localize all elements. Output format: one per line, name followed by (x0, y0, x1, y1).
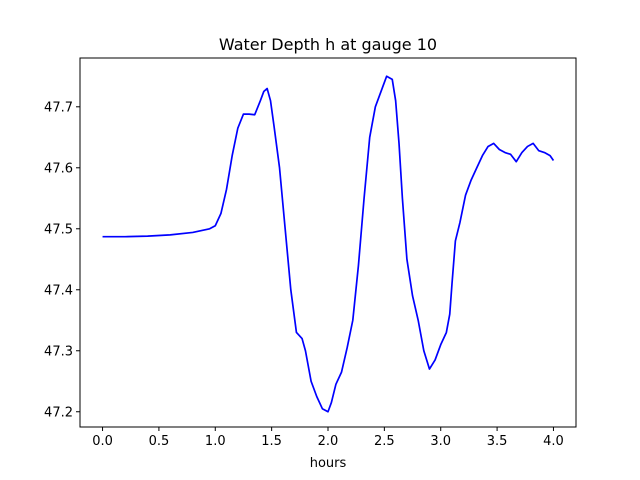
x-tick-label: 1.0 (205, 434, 226, 449)
x-tick-label: 3.0 (430, 434, 451, 449)
x-tick-label: 2.5 (374, 434, 395, 449)
y-tick-label: 47.7 (44, 100, 73, 115)
y-tick-label: 47.2 (44, 405, 73, 420)
plot-area (79, 57, 577, 428)
x-axis-ticks: 0.0 0.5 1.0 1.5 2.0 2.5 3.0 3.5 4.0 (92, 427, 564, 449)
x-axis-label: hours (310, 456, 347, 471)
x-tick-label: 4.0 (543, 434, 564, 449)
plot-frame (79, 57, 577, 428)
series-line (102, 75, 555, 413)
x-tick-label: 0.0 (92, 434, 113, 449)
y-tick-label: 47.5 (44, 222, 73, 237)
y-tick-label: 47.3 (44, 344, 73, 359)
x-tick-label: 0.5 (149, 434, 170, 449)
y-tick-label: 47.4 (44, 283, 73, 298)
chart-title: Water Depth h at gauge 10 (219, 35, 437, 54)
y-axis-ticks: 47.2 47.3 47.4 47.5 47.6 47.7 (44, 100, 80, 420)
x-tick-label: 3.5 (487, 434, 508, 449)
x-tick-label: 2.0 (318, 434, 339, 449)
x-tick-label: 1.5 (261, 434, 282, 449)
y-tick-label: 47.6 (44, 161, 73, 176)
